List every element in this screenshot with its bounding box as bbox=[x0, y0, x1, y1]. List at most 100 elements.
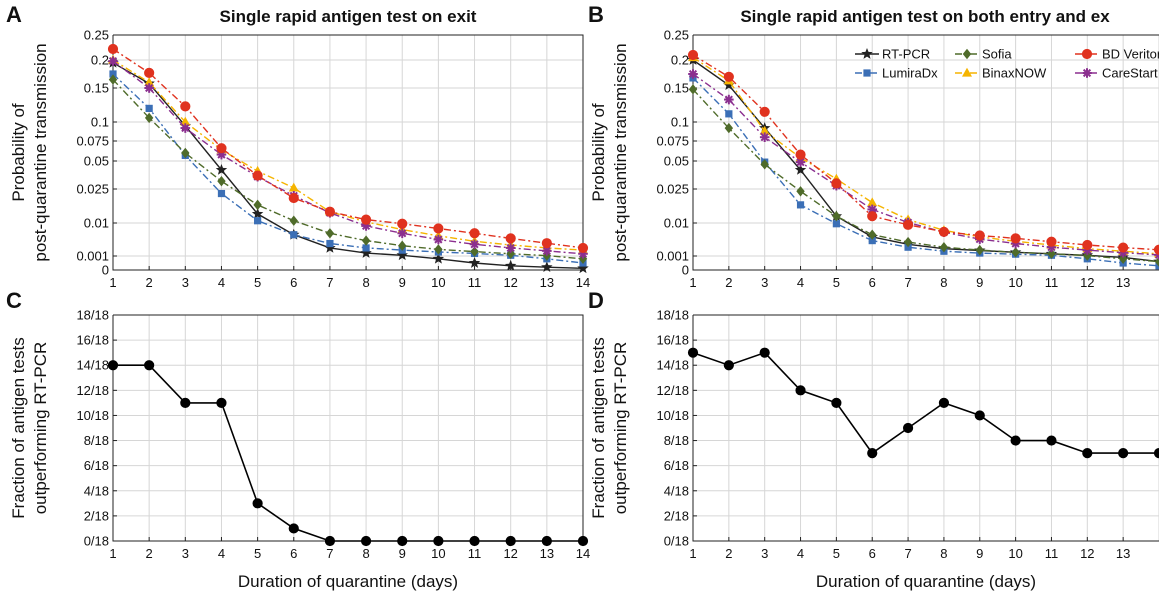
data-point bbox=[832, 220, 840, 228]
data-point bbox=[397, 535, 408, 547]
y-tick-label: 12/18 bbox=[656, 383, 689, 398]
y-tick-label: 14/18 bbox=[656, 358, 689, 373]
data-point bbox=[144, 77, 155, 86]
y-tick-label: 0.1 bbox=[91, 115, 109, 130]
data-point bbox=[433, 234, 444, 245]
data-point bbox=[1082, 239, 1093, 251]
x-tick-label: 3 bbox=[761, 546, 768, 561]
y-tick-label: 0.2 bbox=[91, 53, 109, 68]
data-point bbox=[541, 535, 552, 547]
panel-letter: A bbox=[6, 2, 22, 27]
data-point bbox=[251, 207, 264, 219]
x-tick-label: 11 bbox=[1045, 275, 1059, 290]
data-point bbox=[1082, 68, 1092, 78]
axis-lines bbox=[112, 315, 583, 542]
asterisk-stroke bbox=[796, 158, 805, 167]
x-tick-label: 7 bbox=[904, 275, 911, 290]
x-tick-label: 8 bbox=[362, 275, 369, 290]
x-tick-label: 4 bbox=[218, 275, 225, 290]
y-tick-label: 0.025 bbox=[76, 182, 109, 197]
x-tick-label: 5 bbox=[254, 546, 261, 561]
y-tick-label: 0.01 bbox=[84, 216, 109, 231]
legend: RT-PCR Sofia BD Veritor LumiraDx BinaxNOW Car… bbox=[855, 47, 1159, 81]
asterisk-stroke bbox=[542, 246, 551, 255]
series-line bbox=[112, 79, 584, 260]
x-tick-label: 10 bbox=[431, 546, 445, 561]
data-point bbox=[145, 104, 153, 112]
chart-title: Single rapid antigen test on both entry … bbox=[740, 7, 1110, 26]
data-point bbox=[688, 69, 698, 79]
data-point bbox=[324, 241, 336, 253]
series-line bbox=[692, 54, 1159, 251]
asterisk-stroke bbox=[1082, 68, 1092, 78]
x-tick-label: 10 bbox=[1008, 546, 1022, 561]
data-point bbox=[288, 182, 299, 192]
asterisk-stroke bbox=[108, 57, 118, 66]
x-axis-label: Duration of quarantine (days) bbox=[816, 572, 1036, 591]
legend-label: Sofia bbox=[982, 47, 1012, 62]
data-point bbox=[144, 360, 155, 371]
data-point bbox=[469, 535, 480, 547]
data-point bbox=[252, 498, 263, 509]
data-point bbox=[867, 197, 878, 207]
data-point bbox=[831, 397, 842, 408]
data-point bbox=[253, 199, 262, 211]
data-point bbox=[542, 246, 552, 256]
data-point bbox=[832, 211, 841, 222]
y-axis-label: post-quarantine transmission bbox=[611, 43, 630, 261]
asterisk-stroke bbox=[145, 83, 154, 93]
data-point bbox=[938, 226, 950, 237]
x-tick-label: 13 bbox=[1116, 275, 1130, 290]
data-point bbox=[831, 178, 842, 189]
data-point bbox=[577, 262, 589, 274]
legend-label: CareStart bbox=[1102, 66, 1158, 81]
y-axis-label: outperforming RT-PCR bbox=[31, 342, 50, 515]
chart-title: Single rapid antigen test on exit bbox=[220, 7, 477, 26]
series-group bbox=[687, 347, 1159, 459]
y-tick-label: 0.01 bbox=[664, 216, 689, 231]
x-tick-label: 1 bbox=[109, 275, 116, 290]
data-point bbox=[863, 69, 871, 77]
data-point bbox=[794, 163, 807, 175]
x-tick-label: 11 bbox=[468, 275, 482, 290]
panel-letter: D bbox=[588, 288, 604, 313]
data-point bbox=[433, 223, 444, 234]
data-point bbox=[360, 535, 372, 547]
data-point bbox=[939, 242, 949, 253]
series-line bbox=[692, 56, 1159, 255]
x-tick-label: 8 bbox=[940, 546, 947, 561]
data-point bbox=[868, 237, 876, 245]
chart-panel-c: C 0/18 2/18 4/18 6/18 8/18 10/18 12/18 14/18 16/1… bbox=[6, 288, 590, 591]
y-tick-label: 0.075 bbox=[76, 134, 109, 149]
data-point bbox=[1010, 233, 1021, 244]
data-point bbox=[180, 397, 191, 408]
asterisk-stroke bbox=[724, 95, 733, 104]
data-point bbox=[975, 244, 984, 256]
asterisk-stroke bbox=[1154, 253, 1159, 260]
y-tick-label: 0.15 bbox=[664, 81, 689, 96]
data-point bbox=[974, 230, 985, 241]
x-tick-label: 6 bbox=[869, 275, 876, 290]
y-tick-label: 4/18 bbox=[84, 483, 109, 498]
chart-panel-b: B Single rapid antigen test on both entry… bbox=[588, 2, 1159, 290]
data-point bbox=[687, 49, 699, 61]
data-point bbox=[867, 448, 878, 459]
x-tick-label: 10 bbox=[431, 275, 445, 290]
x-tick-label: 2 bbox=[146, 275, 153, 290]
x-tick-label: 2 bbox=[146, 546, 153, 561]
data-point bbox=[1118, 448, 1129, 459]
data-point bbox=[360, 247, 372, 258]
data-point bbox=[324, 535, 336, 547]
x-tick-label: 2 bbox=[725, 546, 732, 561]
data-point bbox=[216, 143, 227, 154]
data-point bbox=[962, 67, 972, 77]
data-point bbox=[469, 239, 480, 250]
data-point bbox=[109, 70, 117, 78]
x-tick-label: 1 bbox=[689, 546, 696, 561]
data-point bbox=[288, 192, 299, 204]
data-point bbox=[868, 229, 877, 240]
data-point bbox=[867, 211, 878, 222]
x-tick-label: 10 bbox=[1008, 275, 1022, 290]
x-tick-label: 11 bbox=[1045, 546, 1059, 561]
data-point bbox=[290, 231, 298, 239]
